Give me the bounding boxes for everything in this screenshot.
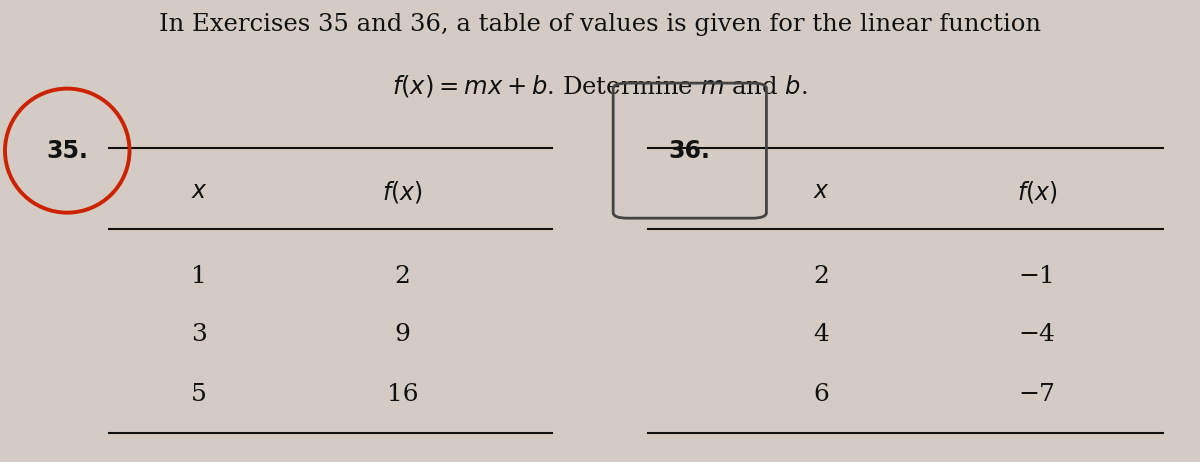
Text: $f(x)$: $f(x)$ — [382, 179, 422, 205]
Text: −4: −4 — [1019, 323, 1056, 346]
Text: $x$: $x$ — [814, 181, 830, 203]
Text: $f(x)$: $f(x)$ — [1016, 179, 1057, 205]
Text: −1: −1 — [1019, 266, 1055, 288]
Text: $f(x) = mx + b$. Determine $m$ and $b$.: $f(x) = mx + b$. Determine $m$ and $b$. — [392, 73, 808, 98]
Text: 16: 16 — [386, 383, 419, 406]
Text: 36.: 36. — [668, 139, 710, 163]
Text: 5: 5 — [191, 383, 206, 406]
Text: 3: 3 — [191, 323, 206, 346]
Text: 35.: 35. — [47, 139, 88, 163]
Text: 9: 9 — [395, 323, 410, 346]
Text: 4: 4 — [814, 323, 829, 346]
Text: $x$: $x$ — [191, 181, 208, 203]
Text: 6: 6 — [814, 383, 829, 406]
Text: 2: 2 — [395, 266, 410, 288]
Text: −7: −7 — [1019, 383, 1056, 406]
Text: In Exercises 35 and 36, a table of values is given for the linear function: In Exercises 35 and 36, a table of value… — [158, 13, 1042, 36]
Text: 2: 2 — [814, 266, 829, 288]
Text: 1: 1 — [191, 266, 206, 288]
